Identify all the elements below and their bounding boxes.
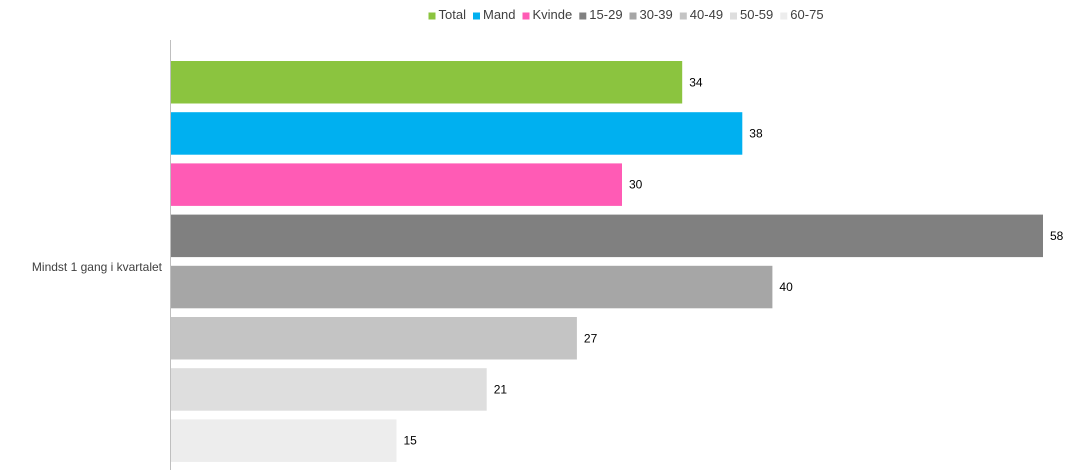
bar-kvinde [171, 163, 622, 206]
value-label-60-75: 15 [404, 434, 418, 448]
value-label-mand: 38 [749, 126, 763, 140]
legend-swatch [579, 12, 587, 20]
value-label-50-59: 21 [494, 383, 508, 397]
legend-item-40-49: 40-49 [679, 7, 723, 22]
category-label: Mindst 1 gang i kvartalet [32, 260, 163, 274]
legend-swatch [629, 12, 637, 20]
legend-item-15-29: 15-29 [579, 7, 623, 22]
bar-50-59 [171, 368, 487, 411]
legend-swatch [428, 12, 436, 20]
legend-swatch [780, 12, 788, 20]
legend-label: 15-29 [589, 7, 622, 22]
legend-label: 30-39 [640, 7, 673, 22]
legend-label: 60-75 [790, 7, 823, 22]
legend-item-mand: Mand [473, 7, 516, 22]
value-labels-group: 34 38 30 58 40 27 21 15 [404, 75, 1064, 447]
legend-label: 50-59 [740, 7, 773, 22]
bar-mand [171, 112, 743, 155]
legend-swatch [730, 12, 737, 20]
bar-40-49 [171, 317, 577, 360]
bars-group [171, 61, 1043, 462]
value-label-kvinde: 30 [629, 178, 643, 192]
legend-item-50-59: 50-59 [730, 7, 773, 22]
legend-swatch [522, 12, 530, 20]
legend-label: Mand [483, 7, 516, 22]
chart-legend: Total Mand Kvinde 15-29 30-39 40-49 50-59 60-75 [428, 7, 824, 22]
bar-60-75 [171, 419, 397, 462]
bar-15-29 [171, 214, 1043, 258]
legend-item-60-75: 60-75 [780, 7, 824, 22]
legend-label: Kvinde [533, 7, 573, 22]
value-label-30-39: 40 [779, 280, 793, 294]
legend-swatch [473, 12, 480, 20]
legend-item-kvinde: Kvinde [522, 7, 573, 22]
legend-swatch [679, 12, 687, 20]
bar-30-39 [171, 265, 773, 309]
value-label-total: 34 [689, 75, 703, 89]
legend-label: Total [439, 7, 467, 22]
legend-label: 40-49 [690, 7, 723, 22]
legend-item-total: Total [428, 7, 467, 22]
legend-item-30-39: 30-39 [629, 7, 673, 22]
value-label-40-49: 27 [584, 331, 598, 345]
bar-total [171, 61, 683, 104]
value-label-15-29: 58 [1050, 229, 1064, 243]
